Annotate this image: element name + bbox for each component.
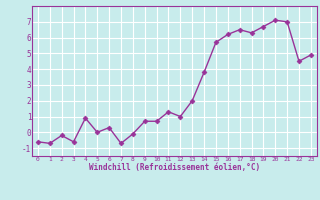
X-axis label: Windchill (Refroidissement éolien,°C): Windchill (Refroidissement éolien,°C) (89, 163, 260, 172)
